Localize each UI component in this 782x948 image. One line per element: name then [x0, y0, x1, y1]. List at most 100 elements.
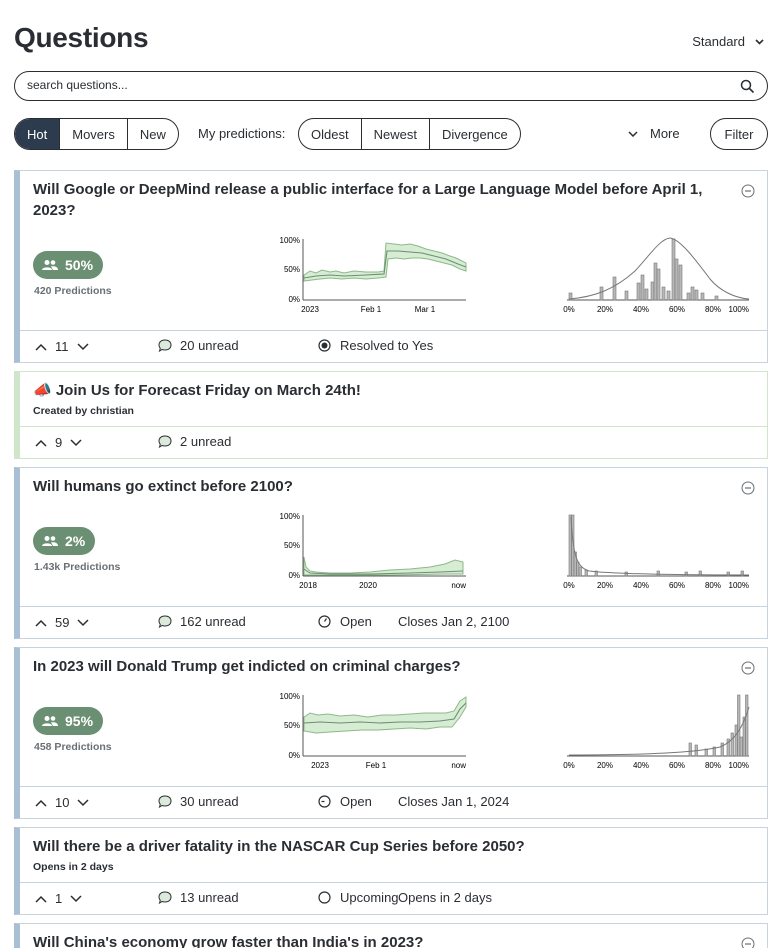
y-tick-label: 0%: [288, 751, 300, 760]
close-date: Closes Jan 2, 2100: [398, 614, 510, 629]
question-title[interactable]: Will humans go extinct before 2100?: [33, 478, 293, 495]
tab-movers[interactable]: Movers: [60, 119, 128, 149]
x-tick-label: 2020: [359, 581, 377, 590]
prediction-timeline-chart: 100% 50% 0% 2023 Feb 1 now: [280, 692, 467, 770]
downvote-icon[interactable]: [76, 342, 89, 351]
comments-link[interactable]: 2 unread: [158, 434, 231, 449]
question-title[interactable]: In 2023 will Donald Trump get indicted o…: [33, 658, 461, 675]
y-tick-label: 0%: [288, 295, 300, 304]
y-tick-label: 100%: [280, 512, 300, 521]
y-tick-label: 50%: [284, 265, 300, 274]
comments-link[interactable]: 20 unread: [158, 338, 239, 353]
question-card[interactable]: Will humans go extinct before 2100? 2% 1…: [14, 467, 768, 639]
community-prediction-badge: 50%: [33, 251, 104, 279]
close-date: Closes Jan 1, 2024: [398, 794, 510, 809]
comments-count: 30 unread: [180, 794, 239, 809]
prediction-timeline-chart: 100% 50% 0% 2023 Feb 1 Mar 1: [280, 236, 467, 314]
x-tick-label: 40%: [633, 761, 649, 770]
card-footer: 59 162 unread Open Closes Jan 2, 2100: [20, 606, 767, 638]
tab-newest[interactable]: Newest: [362, 119, 430, 149]
upvote-icon[interactable]: [35, 619, 47, 627]
vote-control: 1: [35, 891, 82, 906]
prediction-value: 50%: [65, 257, 94, 273]
filter-button[interactable]: Filter: [710, 118, 768, 150]
vote-control: 10: [35, 795, 89, 810]
community-prediction-badge: 2%: [33, 527, 96, 555]
clock-icon: [318, 795, 331, 808]
tab-new[interactable]: New: [139, 126, 166, 142]
tab-oldest[interactable]: Oldest: [299, 119, 362, 149]
downvote-icon[interactable]: [77, 618, 89, 627]
my-predictions-label: My predictions:: [198, 126, 286, 141]
vote-control: 59: [35, 615, 89, 630]
question-card[interactable]: In 2023 will Donald Trump get indicted o…: [14, 647, 768, 819]
x-tick-label: 2023: [301, 305, 319, 314]
x-tick-label: 100%: [729, 305, 749, 314]
prediction-count: 458 Predictions: [34, 741, 112, 753]
search-input[interactable]: [27, 78, 717, 92]
downvote-icon[interactable]: [70, 438, 82, 447]
downvote-icon[interactable]: [70, 894, 82, 903]
collapse-icon[interactable]: [741, 184, 755, 198]
x-tick-label: 20%: [597, 305, 613, 314]
notebook-card[interactable]: 📣 Join Us for Forecast Friday on March 2…: [14, 371, 768, 459]
status-indicator: Upcoming: [318, 890, 399, 905]
x-tick-label: 0%: [563, 581, 575, 590]
x-tick-label: 0%: [563, 305, 575, 314]
x-tick-label: Feb 1: [361, 305, 382, 314]
comments-link[interactable]: 30 unread: [158, 794, 239, 809]
comment-icon: [158, 435, 172, 448]
tab-hot[interactable]: Hot: [15, 119, 61, 149]
x-tick-label: 60%: [669, 761, 685, 770]
people-icon: [42, 536, 58, 546]
collapse-icon[interactable]: [741, 661, 755, 675]
downvote-icon[interactable]: [77, 798, 89, 807]
comments-link[interactable]: 13 unread: [158, 890, 239, 905]
card-footer: 9 2 unread: [20, 426, 767, 458]
notebook-title[interactable]: 📣 Join Us for Forecast Friday on March 2…: [33, 382, 361, 399]
more-dropdown[interactable]: More: [628, 126, 680, 141]
open-date: Opens in 2 days: [398, 890, 492, 905]
community-prediction-badge: 95%: [33, 707, 104, 735]
question-title[interactable]: Will China's economy grow faster than In…: [33, 934, 424, 948]
comments-count: 162 unread: [180, 614, 246, 629]
y-tick-label: 50%: [284, 541, 300, 550]
vote-control: 11: [35, 339, 89, 354]
filter-bar: Hot Movers New My predictions: Oldest Ne…: [14, 118, 768, 150]
my-prediction-tabs: Oldest Newest Divergence: [298, 118, 521, 150]
x-tick-label: 2023: [311, 761, 329, 770]
collapse-icon[interactable]: [741, 937, 755, 948]
upvote-icon[interactable]: [35, 343, 47, 351]
sort-select[interactable]: Standard: [692, 34, 764, 49]
prediction-value: 2%: [65, 533, 86, 549]
status-label: Open: [340, 614, 372, 629]
x-tick-label: 60%: [669, 305, 685, 314]
opens-subtitle: Opens in 2 days: [33, 861, 114, 873]
upvote-icon[interactable]: [35, 799, 47, 807]
x-tick-label: 20%: [597, 581, 613, 590]
y-tick-label: 50%: [284, 721, 300, 730]
collapse-icon[interactable]: [741, 481, 755, 495]
x-tick-label: 100%: [729, 761, 749, 770]
status-indicator: Open: [318, 794, 372, 809]
upvote-icon[interactable]: [35, 439, 47, 447]
x-tick-label: 80%: [705, 761, 721, 770]
upvote-icon[interactable]: [35, 895, 47, 903]
x-tick-label: 60%: [669, 581, 685, 590]
vote-count: 11: [55, 339, 69, 354]
question-title[interactable]: Will there be a driver fatality in the N…: [33, 838, 525, 855]
sort-select-value: Standard: [692, 34, 745, 49]
question-card[interactable]: Will there be a driver fatality in the N…: [14, 827, 768, 915]
search-icon[interactable]: [740, 79, 755, 94]
main-tabs: Hot Movers New: [14, 118, 179, 150]
comment-icon: [158, 891, 172, 904]
more-label: More: [650, 126, 680, 141]
people-icon: [42, 260, 58, 270]
comments-link[interactable]: 162 unread: [158, 614, 246, 629]
question-card[interactable]: Will China's economy grow faster than In…: [14, 923, 768, 948]
status-label: Resolved to Yes: [340, 338, 434, 353]
x-tick-label: 100%: [729, 581, 749, 590]
tab-divergence[interactable]: Divergence: [441, 126, 508, 142]
question-title[interactable]: Will Google or DeepMind release a public…: [33, 181, 703, 219]
question-card[interactable]: Will Google or DeepMind release a public…: [14, 170, 768, 363]
